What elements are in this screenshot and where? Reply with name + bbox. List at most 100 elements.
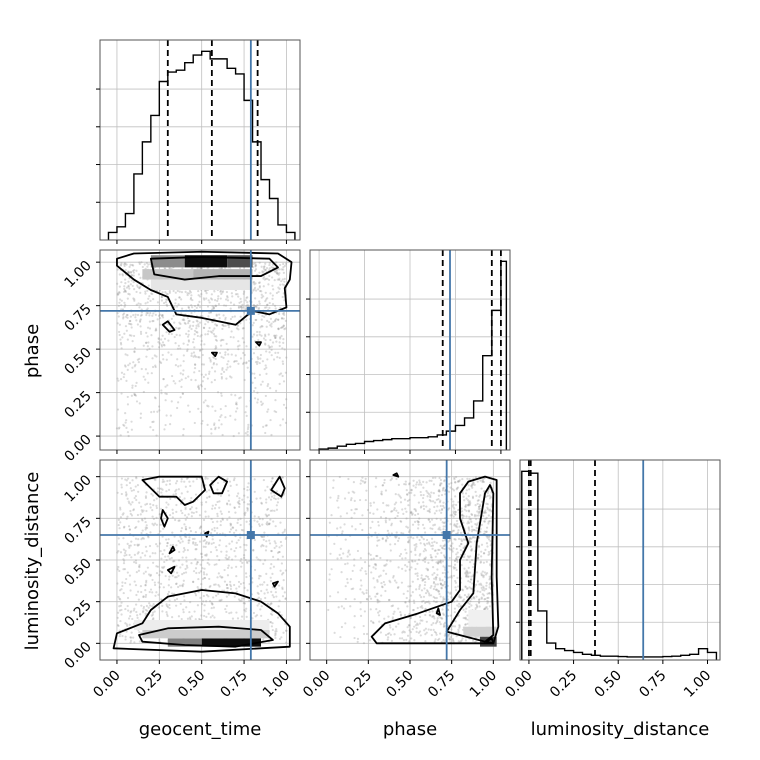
p10-sample-point: [174, 364, 177, 367]
p10-sample-point: [264, 333, 267, 336]
p21-sample-point: [353, 499, 356, 502]
p21-sample-point: [409, 631, 413, 634]
p10-sample-point: [116, 293, 119, 296]
p20-sample-point: [255, 614, 259, 617]
p21-sample-point: [393, 508, 396, 511]
p21-sample-point: [450, 574, 453, 578]
p10-sample-point: [252, 389, 256, 393]
p10-sample-point: [278, 268, 281, 271]
p10-sample-point: [124, 315, 128, 318]
p21-sample-point: [455, 557, 458, 560]
p10-sample-point: [279, 337, 282, 340]
p10-sample-point: [202, 297, 205, 300]
p20-sample-point: [258, 524, 261, 528]
p10-sample-point: [122, 317, 125, 320]
p21-sample-point: [408, 529, 411, 532]
p10-sample-point: [197, 386, 201, 389]
p10-sample-point: [222, 356, 225, 359]
p21-sample-point: [370, 571, 373, 574]
p21-sample-point: [361, 480, 365, 483]
p10-sample-point: [211, 331, 214, 334]
p20-sample-point: [148, 604, 152, 607]
p10-sample-point: [129, 283, 132, 286]
p21-sample-point: [424, 613, 427, 617]
p20-sample-point: [210, 542, 213, 545]
p21-sample-point: [456, 480, 460, 483]
p21-sample-point: [382, 569, 385, 572]
p10-sample-point: [177, 327, 180, 330]
p21-sample-point: [482, 608, 486, 611]
p21-sample-point: [419, 619, 422, 622]
p10-sample-point: [275, 269, 279, 272]
p20-sample-point: [175, 597, 179, 601]
p21-sample-point: [433, 585, 436, 588]
p21-sample-point: [458, 593, 461, 597]
p21-sample-point: [340, 625, 344, 629]
p10-sample-point: [120, 392, 123, 395]
p10-sample-point: [257, 338, 260, 342]
p10-sample-point: [207, 321, 210, 324]
p21-sample-point: [483, 607, 487, 610]
p10-sample-point: [131, 340, 134, 343]
p10-sample-point: [264, 335, 267, 338]
p20-sample-point: [123, 554, 126, 557]
p21-sample-point: [404, 557, 407, 560]
p21-sample-point: [447, 540, 450, 543]
p21-sample-point: [482, 576, 485, 579]
p21-sample-point: [374, 531, 377, 534]
p21-sample-point: [457, 585, 460, 588]
p10-sample-point: [279, 372, 283, 375]
p10-sample-point: [146, 348, 149, 351]
p21-sample-point: [477, 514, 480, 517]
p10-sample-point: [269, 324, 272, 327]
p10-sample-point: [117, 427, 120, 430]
p10-sample-point: [123, 285, 126, 288]
p10-sample-point: [125, 329, 128, 332]
p21-sample-point: [436, 589, 439, 592]
p21-sample-point: [447, 614, 450, 618]
p20-sample-point: [118, 589, 122, 592]
p20-truth-marker: [246, 531, 255, 539]
p21-sample-point: [473, 536, 476, 539]
p21-sample-point: [351, 490, 354, 493]
p20-sample-point: [279, 521, 282, 524]
p21-sample-point: [350, 587, 353, 591]
p20-sample-point: [243, 512, 246, 515]
p21-sample-point: [386, 638, 389, 641]
p20-sample-point: [126, 497, 129, 500]
p10-sample-point: [284, 319, 287, 323]
p20-sample-point: [235, 587, 238, 590]
p20-sample-point: [141, 476, 145, 479]
p21-sample-point: [452, 489, 456, 492]
p20-sample-point: [194, 594, 198, 597]
p20-sample-point: [142, 595, 145, 598]
p20-sample-point: [197, 577, 200, 581]
p10-sample-point: [274, 336, 277, 340]
p10-sample-point: [229, 301, 233, 304]
p10-sample-point: [127, 284, 130, 287]
p10-sample-point: [207, 330, 210, 333]
p10-sample-point: [187, 306, 190, 310]
p10-sample-point: [138, 262, 141, 266]
p21-sample-point: [328, 578, 331, 581]
p10-sample-point: [234, 418, 237, 421]
p20-sample-point: [148, 544, 152, 548]
p21-sample-point: [388, 579, 391, 582]
p20-density-cell-2: [142, 630, 270, 639]
p21-sample-point: [477, 553, 480, 556]
p10-sample-point: [259, 400, 263, 403]
p10-sample-point: [152, 428, 155, 432]
p21-sample-point: [434, 555, 437, 558]
p10-sample-point: [191, 298, 194, 302]
p20-sample-point: [236, 495, 239, 498]
p21-sample-point: [380, 490, 383, 493]
p21-sample-point: [478, 503, 482, 506]
p20-sample-point: [129, 503, 132, 506]
p10-sample-point: [267, 383, 270, 386]
p21-sample-point: [434, 531, 437, 534]
p10-sample-point: [245, 304, 249, 307]
p20-sample-point: [161, 480, 164, 484]
p10-sample-point: [218, 317, 221, 320]
p21-sample-point: [417, 520, 420, 524]
p10-sample-point: [124, 278, 127, 281]
